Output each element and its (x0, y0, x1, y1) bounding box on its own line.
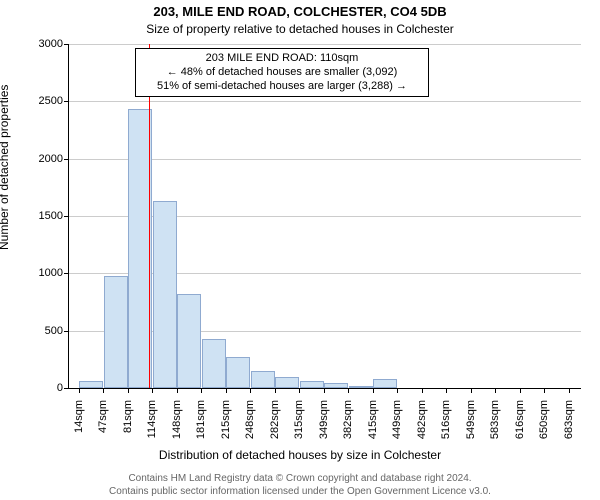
xtick-mark (422, 388, 423, 393)
gridline-h (69, 44, 581, 45)
xtick-label: 583sqm (489, 400, 501, 439)
xtick-mark (177, 388, 178, 393)
annotation-line-2: ← 48% of detached houses are smaller (3,… (142, 66, 422, 80)
xtick-label: 616sqm (514, 400, 526, 439)
chart-title-address: 203, MILE END ROAD, COLCHESTER, CO4 5DB (0, 4, 600, 19)
ytick-mark (64, 331, 69, 332)
histogram-bar (202, 339, 227, 388)
histogram-bar (324, 383, 349, 388)
xtick-label: 181sqm (195, 400, 207, 439)
histogram-bar (79, 381, 104, 388)
xtick-label: 482sqm (416, 400, 428, 439)
xtick-label: 516sqm (440, 400, 452, 439)
xtick-mark (103, 388, 104, 393)
xtick-label: 382sqm (342, 400, 354, 439)
ytick-mark (64, 159, 69, 160)
xtick-mark (544, 388, 545, 393)
ytick-label: 1000 (39, 267, 63, 279)
xtick-mark (299, 388, 300, 393)
xtick-label: 650sqm (538, 400, 550, 439)
plot-area: 05001000150020002500300014sqm47sqm81sqm1… (68, 44, 581, 389)
annotation-line-1: 203 MILE END ROAD: 110sqm (142, 52, 422, 66)
xtick-mark (471, 388, 472, 393)
histogram-bar (153, 201, 178, 388)
annotation-line-3: 51% of semi-detached houses are larger (… (142, 80, 422, 94)
xtick-label: 248sqm (244, 400, 256, 439)
credits-line-2: Contains public sector information licen… (0, 486, 600, 499)
xtick-mark (201, 388, 202, 393)
xtick-label: 81sqm (122, 400, 134, 433)
xtick-mark (250, 388, 251, 393)
xtick-mark (79, 388, 80, 393)
xtick-label: 315sqm (293, 400, 305, 439)
gridline-h (69, 101, 581, 102)
xtick-mark (324, 388, 325, 393)
credits-line-1: Contains HM Land Registry data © Crown c… (0, 473, 600, 486)
xtick-mark (520, 388, 521, 393)
xtick-label: 549sqm (465, 400, 477, 439)
xtick-label: 114sqm (146, 400, 158, 438)
x-axis-label: Distribution of detached houses by size … (0, 448, 600, 462)
histogram-bar (226, 357, 251, 388)
ytick-mark (64, 273, 69, 274)
ytick-label: 3000 (39, 38, 63, 50)
xtick-label: 47sqm (97, 400, 109, 433)
xtick-label: 148sqm (171, 400, 183, 439)
xtick-label: 449sqm (391, 400, 403, 439)
ytick-mark (64, 388, 69, 389)
xtick-label: 215sqm (220, 400, 232, 439)
xtick-label: 282sqm (269, 400, 281, 439)
histogram-bar (251, 371, 276, 388)
xtick-mark (373, 388, 374, 393)
xtick-mark (348, 388, 349, 393)
histogram-bar (177, 294, 202, 388)
ytick-mark (64, 216, 69, 217)
ytick-mark (64, 101, 69, 102)
histogram-bar (300, 381, 325, 388)
xtick-mark (495, 388, 496, 393)
xtick-mark (226, 388, 227, 393)
histogram-bar (349, 386, 374, 388)
xtick-label: 349sqm (318, 400, 330, 439)
ytick-label: 1500 (39, 210, 63, 222)
xtick-mark (569, 388, 570, 393)
xtick-label: 14sqm (73, 400, 85, 433)
histogram-bar (373, 379, 398, 388)
y-axis-label: Number of detached properties (0, 85, 11, 250)
histogram-bar (275, 377, 300, 388)
xtick-mark (446, 388, 447, 393)
ytick-label: 2500 (39, 95, 63, 107)
chart-container: 203, MILE END ROAD, COLCHESTER, CO4 5DB … (0, 0, 600, 500)
xtick-mark (275, 388, 276, 393)
ytick-mark (64, 44, 69, 45)
ytick-label: 500 (45, 325, 63, 337)
ytick-label: 2000 (39, 153, 63, 165)
xtick-mark (397, 388, 398, 393)
marker-annotation-box: 203 MILE END ROAD: 110sqm ← 48% of detac… (135, 48, 429, 97)
xtick-label: 683sqm (563, 400, 575, 439)
xtick-label: 415sqm (367, 400, 379, 439)
xtick-mark (128, 388, 129, 393)
ytick-label: 0 (57, 382, 63, 394)
chart-subtitle: Size of property relative to detached ho… (0, 22, 600, 36)
credits-block: Contains HM Land Registry data © Crown c… (0, 473, 600, 498)
histogram-bar (104, 276, 129, 388)
xtick-mark (152, 388, 153, 393)
